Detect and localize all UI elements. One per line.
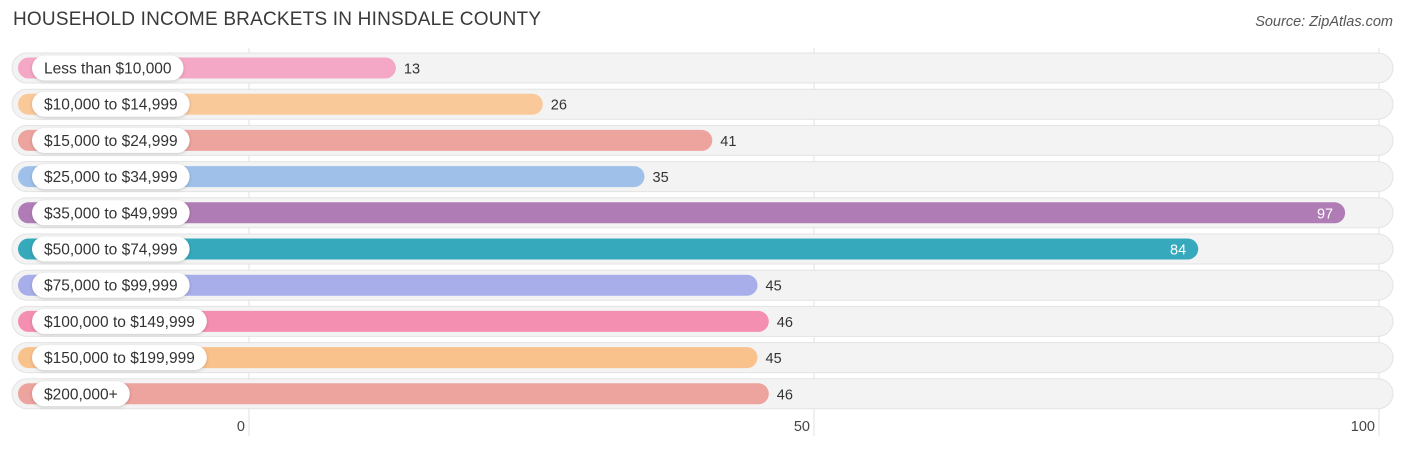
value-label: 46 <box>777 315 793 331</box>
category-pill <box>32 127 190 153</box>
category-pill <box>32 55 184 81</box>
category-pill <box>32 345 207 371</box>
x-tick-label: 100 <box>1351 419 1375 435</box>
chart-title: HOUSEHOLD INCOME BRACKETS IN HINSDALE CO… <box>13 9 542 30</box>
category-label: $100,000 to $149,999 <box>44 314 195 331</box>
category-pill <box>32 200 190 226</box>
source-label: Source: ZipAtlas.com <box>1255 14 1393 30</box>
bar <box>18 310 769 332</box>
category-pill <box>32 272 190 298</box>
bar <box>18 202 1346 224</box>
value-label: 84 <box>1170 243 1186 259</box>
category-label: $75,000 to $99,999 <box>44 278 178 295</box>
value-label: 45 <box>766 279 782 295</box>
bar <box>18 129 713 151</box>
bar <box>18 274 758 296</box>
category-pill <box>32 308 207 334</box>
category-pill <box>32 381 130 407</box>
category-label: $150,000 to $199,999 <box>44 350 195 367</box>
category-label: $25,000 to $34,999 <box>44 169 178 186</box>
category-pill <box>32 164 190 190</box>
value-label: 45 <box>766 351 782 367</box>
category-pill <box>32 91 190 117</box>
category-label: $10,000 to $14,999 <box>44 97 178 114</box>
value-label: 35 <box>653 170 669 186</box>
category-pill <box>32 236 190 262</box>
category-label: Less than $10,000 <box>44 61 172 78</box>
value-label: 41 <box>720 134 736 150</box>
x-tick-label: 0 <box>237 419 245 435</box>
bar <box>18 238 1199 260</box>
x-tick-label: 50 <box>794 419 810 435</box>
category-label: $200,000+ <box>44 386 118 403</box>
category-label: $15,000 to $24,999 <box>44 133 178 150</box>
value-label: 13 <box>404 62 420 78</box>
category-label: $50,000 to $74,999 <box>44 242 178 259</box>
value-label: 97 <box>1317 206 1333 222</box>
value-label: 46 <box>777 387 793 403</box>
value-label: 26 <box>551 98 567 114</box>
bar <box>18 383 769 405</box>
category-label: $35,000 to $49,999 <box>44 205 178 222</box>
